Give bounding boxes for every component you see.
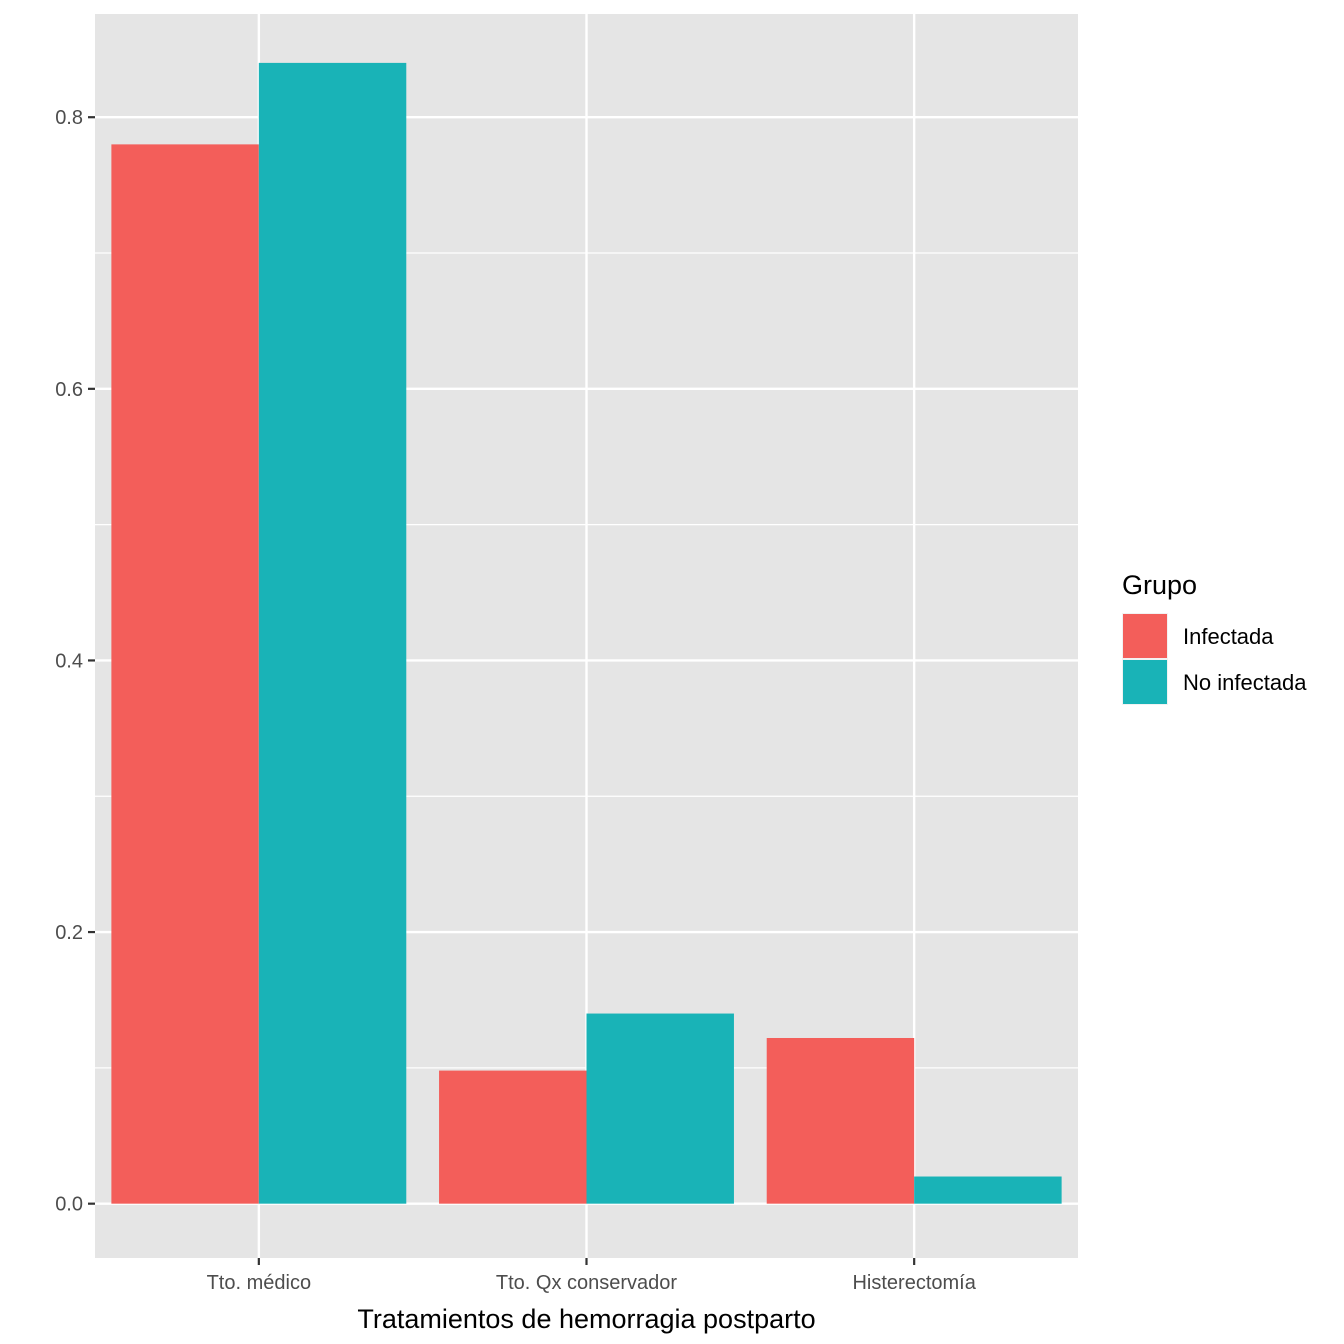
bar [258,62,407,1204]
legend-title: Grupo [1122,570,1197,600]
bar [111,144,259,1204]
y-tick-label: 0.0 [55,1194,83,1216]
x-axis-title: Tratamientos de hemorragia postparto [357,1304,815,1334]
x-tick-label: Tto. Qx conservador [496,1272,678,1294]
y-tick-label: 0.8 [55,107,83,129]
y-tick-label: 0.4 [55,650,83,672]
bar [766,1037,915,1204]
y-tick-label: 0.6 [55,379,83,401]
y-tick-label: 0.2 [55,922,83,944]
legend-key-swatch [1123,660,1167,704]
bar [586,1013,734,1204]
legend-label: Infectada [1183,624,1274,649]
x-tick-label: Tto. médico [207,1272,311,1294]
bar [439,1070,587,1204]
x-axis: Tto. médico Tto. Qx conservador Histerecto… [207,1258,977,1294]
bar [914,1176,1062,1204]
y-axis: 0.0 0.2 0.4 0.6 0.8 [55,107,95,1216]
legend-label: No infectada [1183,670,1307,695]
legend-key-swatch [1123,614,1167,658]
x-tick-label: Histerectomía [852,1272,976,1294]
bars [111,62,1062,1204]
legend: Grupo Infectada No infectada [1122,570,1307,705]
